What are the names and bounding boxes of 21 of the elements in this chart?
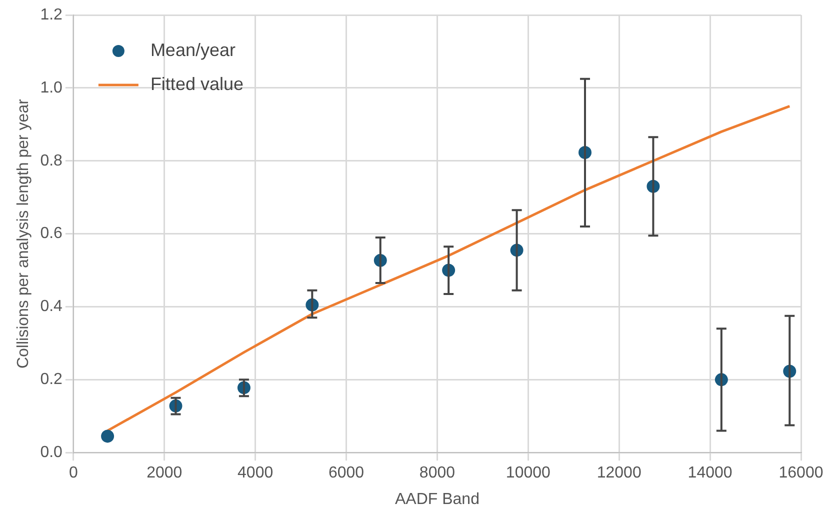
- y-tick-label: 0.4: [40, 298, 63, 316]
- x-tick-label: 14000: [688, 464, 732, 482]
- legend-label: Mean/year: [150, 40, 236, 60]
- x-tick-label: 16000: [778, 464, 824, 482]
- y-tick-label: 0.2: [40, 371, 63, 388]
- x-tick-label: 8000: [419, 464, 456, 482]
- x-tick-label: 0: [68, 464, 78, 482]
- legend-label: Fitted value: [150, 74, 244, 94]
- x-tick-label: 4000: [238, 464, 274, 482]
- y-axis-title: Collisions per analysis length per year: [15, 98, 32, 369]
- y-tick-label: 0.8: [40, 152, 63, 170]
- y-tick-label: 1.2: [40, 6, 63, 24]
- y-tick-label: 0.6: [40, 225, 63, 242]
- x-tick-label: 6000: [328, 464, 364, 482]
- x-tick-label: 2000: [146, 464, 182, 482]
- x-axis-title: AADF Band: [394, 490, 480, 508]
- x-tick-label: 10000: [506, 464, 551, 482]
- y-tick-label: 1.0: [40, 79, 63, 96]
- y-tick-label: 0.0: [40, 444, 63, 462]
- point: [101, 430, 114, 443]
- x-tick-label: 12000: [596, 464, 642, 482]
